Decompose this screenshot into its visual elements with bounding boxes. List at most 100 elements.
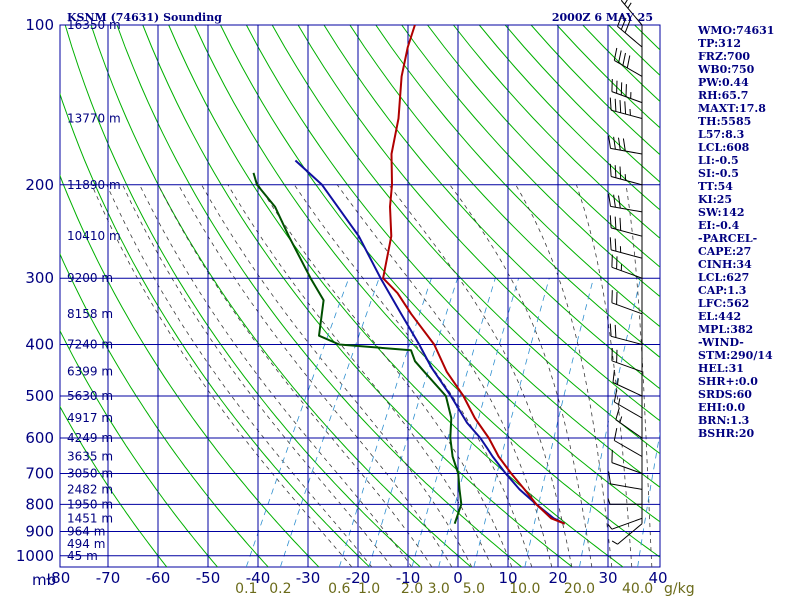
wind-barb xyxy=(611,348,643,373)
height-tick-label: 7240 m xyxy=(67,338,113,352)
temperature-tick-label: 10 xyxy=(498,569,517,587)
wind-barb xyxy=(612,369,643,397)
index-line: LFC:562 xyxy=(698,297,750,310)
index-line: BRN:1.3 xyxy=(698,414,750,427)
temperature-tick-label: -60 xyxy=(146,569,171,587)
mixing-ratio-tick-label: 20.0 xyxy=(564,581,595,597)
moist-adiabat xyxy=(139,184,413,567)
pressure-tick-label: 800 xyxy=(25,495,54,513)
moist-adiabat xyxy=(122,184,393,567)
axis-labels: 0.1 0.2 0.6 1.0 2.0 3.0 5.0 10.0 20.0 40.0 -80 -70 -… xyxy=(16,16,668,597)
temperature-tick-label: -70 xyxy=(96,569,121,587)
temperature-tick-label: 0 xyxy=(453,569,463,587)
temperature-tick-label: 40 xyxy=(648,569,667,587)
index-line: CAP:1.3 xyxy=(698,284,747,297)
dry-adiabat xyxy=(375,25,660,328)
dry-adiabat xyxy=(60,405,168,567)
pressure-tick-label: 700 xyxy=(25,465,54,483)
index-line: LI:-0.5 xyxy=(698,154,739,167)
index-line: EI:-0.4 xyxy=(698,219,740,232)
mixing-ratio-line xyxy=(579,278,641,567)
dry-adiabat xyxy=(60,92,370,567)
mixing-ratio-tick-label: 2.0 xyxy=(401,581,423,597)
index-line: WB0:750 xyxy=(698,63,755,76)
mixing-ratio-tick-label: 3.0 xyxy=(428,581,450,597)
moist-adiabat xyxy=(201,184,473,567)
temperature-trace xyxy=(382,25,566,525)
index-line: -WIND- xyxy=(698,336,744,349)
height-tick-label: 11890 m xyxy=(67,178,121,192)
dry-adiabat xyxy=(297,25,660,422)
mixing-ratio-tick-label: 0.2 xyxy=(269,581,291,597)
temperature-tick-label: -10 xyxy=(396,569,421,587)
index-line: LCL:627 xyxy=(698,271,750,284)
height-tick-label: 4249 m xyxy=(67,431,113,445)
height-tick-label: 13770 m xyxy=(67,111,121,125)
index-line: HEL:31 xyxy=(698,362,744,375)
wind-barb xyxy=(609,97,643,119)
dry-adiabat xyxy=(116,25,523,567)
wind-barb xyxy=(608,135,643,155)
index-line: RH:65.7 xyxy=(698,89,749,102)
wind-barb xyxy=(611,254,643,279)
pressure-tick-label: 300 xyxy=(25,269,54,287)
index-line: BSHR:20 xyxy=(698,427,755,440)
moist-adiabat xyxy=(293,184,533,567)
wind-barb xyxy=(608,193,643,213)
index-line: L57:8.3 xyxy=(698,128,745,141)
index-line: STM:290/14 xyxy=(698,349,773,362)
index-line: TT:54 xyxy=(698,180,733,193)
height-tick-label: 16350 m xyxy=(67,18,121,32)
wind-barb xyxy=(617,14,643,48)
pressure-tick-label: 900 xyxy=(25,522,54,540)
pressure-tick-label: 600 xyxy=(25,429,54,447)
dry-adiabat xyxy=(349,25,660,359)
pressure-tick-label: 500 xyxy=(25,387,54,405)
dry-adiabat xyxy=(427,25,660,268)
wind-barb xyxy=(611,290,643,315)
index-line: -PARCEL- xyxy=(698,232,758,245)
wind-barb xyxy=(613,389,643,419)
parcel-trace xyxy=(294,159,566,525)
index-line: CAPE:27 xyxy=(698,245,752,258)
mixing-ratio-line xyxy=(637,431,660,567)
index-line: FRZ:700 xyxy=(698,50,751,63)
height-tick-label: 2482 m xyxy=(67,482,113,496)
index-line: TH:5585 xyxy=(698,115,752,128)
dry-adiabat xyxy=(60,329,218,567)
height-tick-label: 8158 m xyxy=(67,307,113,321)
pressure-tick-label: 200 xyxy=(25,176,54,194)
mixing-ratio-tick-label: 0.1 xyxy=(235,581,257,597)
index-line: SHR+:0.0 xyxy=(698,375,758,388)
index-line: PW:0.44 xyxy=(698,76,749,89)
dewpoint-trace xyxy=(252,172,463,525)
mixing-ratio-line xyxy=(524,278,594,567)
dry-adiabat xyxy=(64,25,421,567)
sounding-time: 2000Z 6 MAY 25 xyxy=(552,11,653,24)
temperature-tick-label: -20 xyxy=(346,569,371,587)
moist-adiabat xyxy=(449,184,593,567)
mixing-ratio-tick-label: 10.0 xyxy=(509,581,540,597)
wind-barb xyxy=(611,78,643,104)
height-tick-label: 9200 m xyxy=(67,271,113,285)
wind-barbs xyxy=(607,0,643,545)
height-tick-label: 3050 m xyxy=(67,467,113,481)
pressure-tick-label: 100 xyxy=(25,16,54,34)
temperature-tick-label: 20 xyxy=(548,569,567,587)
mixing-ratio-tick-label: 5.0 xyxy=(463,581,485,597)
moist-adiabat xyxy=(576,184,633,567)
height-tick-label: 4917 m xyxy=(67,411,113,425)
temperature-tick-label: -40 xyxy=(246,569,271,587)
dry-adiabat xyxy=(194,25,660,558)
mixing-ratio-tick-label: 40.0 xyxy=(622,581,653,597)
wind-barb xyxy=(620,0,643,26)
height-tick-label: 494 m xyxy=(67,537,105,551)
indices-panel: WMO:74631 TP:312 FRZ:700 WB0:750 PW:0.44 RH:6… xyxy=(698,24,798,440)
height-tick-label: 6399 m xyxy=(67,365,113,379)
wind-barb xyxy=(611,449,643,474)
index-line: CINH:34 xyxy=(698,258,752,271)
wind-barb xyxy=(609,323,643,345)
dry-adiabat xyxy=(142,25,573,567)
index-line: LCL:608 xyxy=(698,141,750,154)
